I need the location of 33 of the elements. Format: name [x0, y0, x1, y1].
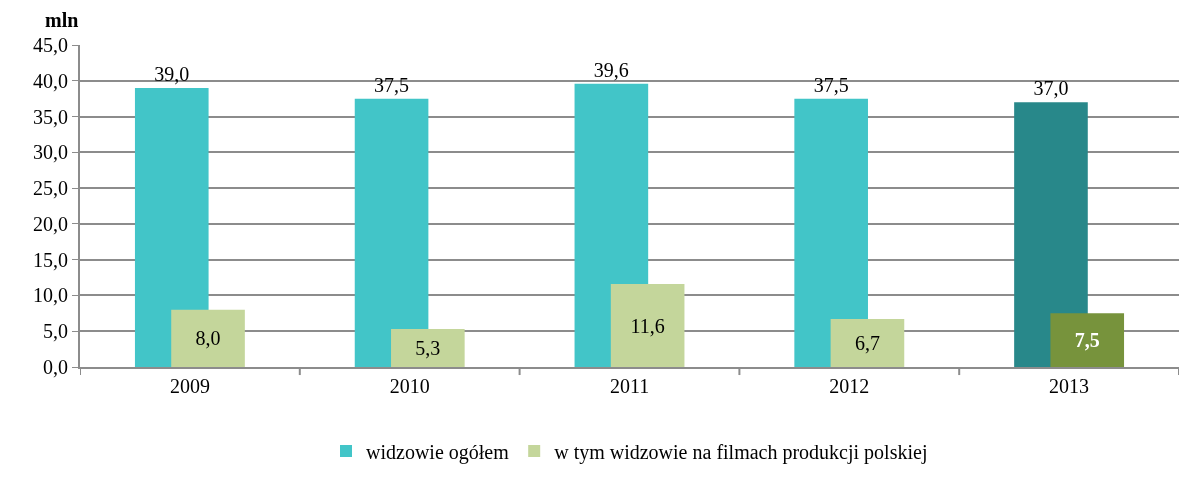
data-label: 37,5: [813, 73, 849, 96]
y-tick-label: 15,0: [33, 248, 68, 271]
data-label: 37,5: [374, 73, 410, 96]
y-tick-label: 25,0: [33, 177, 68, 200]
bar: [171, 309, 245, 367]
data-label: 7,5: [1074, 329, 1100, 352]
data-label: 37,0: [1033, 77, 1069, 100]
y-tick-label: 35,0: [33, 105, 68, 128]
bar: [391, 329, 465, 367]
y-tick-label: 40,0: [33, 69, 68, 92]
data-label: 39,6: [593, 58, 629, 81]
legend-label: w tym widzowie na filmach produkcji polskiej: [554, 440, 928, 464]
y-tick-label: 30,0: [33, 141, 68, 164]
y-tick-label: 5,0: [43, 320, 68, 343]
legend-label: widzowie ogółem: [366, 440, 510, 464]
x-tick-label: 2011: [609, 375, 650, 397]
y-tick-label: 0,0: [43, 356, 68, 378]
x-tick-label: 2012: [829, 375, 870, 397]
x-tick-label: 2013: [1049, 375, 1090, 397]
data-label: 6,7: [854, 332, 880, 355]
y-tick-label: 45,0: [33, 34, 68, 56]
y-axis-title: mln: [45, 9, 79, 31]
data-label: 8,0: [195, 327, 221, 350]
bar: [830, 319, 905, 367]
data-label: 39,0: [154, 62, 190, 85]
x-tick-label: 2010: [389, 375, 430, 397]
data-label: 5,3: [415, 337, 441, 360]
y-tick-label: 10,0: [33, 284, 68, 307]
bar: [1050, 313, 1125, 367]
data-label: 11,6: [630, 314, 665, 337]
bar: [610, 284, 685, 367]
y-tick-label: 20,0: [33, 212, 68, 235]
x-tick-label: 2009: [169, 375, 210, 397]
